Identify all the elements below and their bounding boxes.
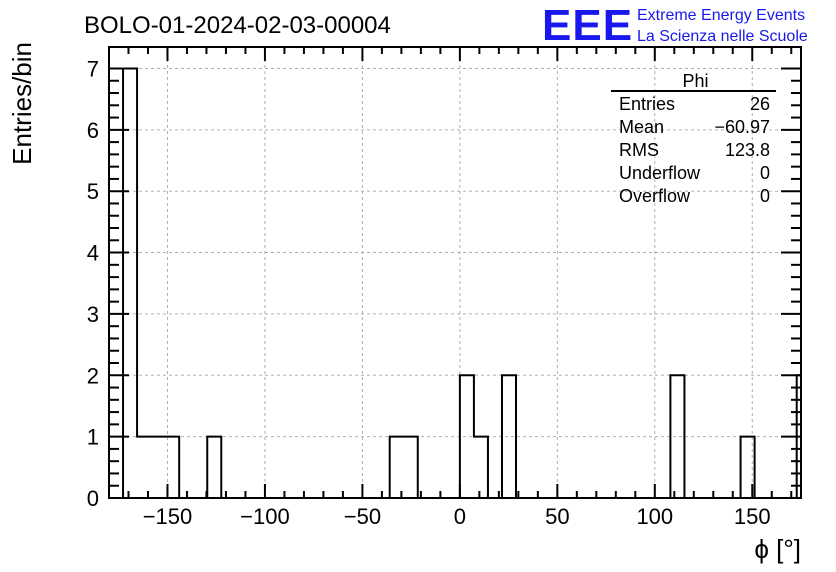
y-tick-label: 4 [87,241,99,266]
x-tick-label: 150 [734,504,771,529]
stats-value: 26 [750,94,770,114]
stats-label: Underflow [619,163,701,183]
stats-box: Phi Entries 26 Mean −60.97 RMS 123.8 Underflow… [611,71,776,206]
histogram-bar [207,437,221,498]
y-tick-label: 1 [87,425,99,450]
histogram-bar [404,437,418,498]
eee-logo-line2: La Scienza nelle Scuole [637,28,808,45]
x-tick-label: 100 [636,504,673,529]
histogram-bar [123,68,137,498]
stats-label: RMS [619,140,659,160]
chart-title: BOLO-01-2024-02-03-00004 [84,12,391,39]
plot-frame [108,46,802,499]
histogram-bars [123,68,801,498]
histogram-bar [137,437,151,498]
x-tick-label: −50 [344,504,381,529]
y-tick-label: 6 [87,118,99,143]
x-axis-title: ϕ [°] [754,534,801,564]
eee-logo-mark: EEE [542,1,633,50]
stats-value: 0 [760,163,770,183]
eee-logo-line1: Extreme Energy Events [637,7,805,24]
x-tick-labels: −150 −100 −50 0 50 100 150 [143,504,771,529]
grid [109,47,801,498]
x-tick-label: −100 [240,504,290,529]
stats-histogram-name: Phi [682,71,708,91]
stats-value: 0 [760,186,770,206]
x-tick-label: 0 [454,504,466,529]
histogram-bar [151,437,165,498]
y-tick-labels: 0 1 2 3 4 5 6 7 [87,56,99,511]
y-tick-label: 3 [87,302,99,327]
histogram-bar [670,375,684,498]
stats-rows: Entries 26 Mean −60.97 RMS 123.8 Underflow 0 Ove… [619,94,770,206]
histogram-bar [474,437,488,498]
y-axis-title: Entries/bin [7,42,37,165]
stats-label: Overflow [619,186,691,206]
histogram-outline [109,67,802,499]
y-tick-label: 5 [87,179,99,204]
axis-ticks [109,47,801,499]
y-tick-label: 7 [87,56,99,81]
stats-value: 123.8 [725,140,770,160]
y-tick-label: 0 [87,486,99,511]
x-tick-label: 50 [545,504,569,529]
stats-label: Entries [619,94,675,114]
y-tick-label: 2 [87,363,99,388]
x-tick-label: −150 [143,504,193,529]
histogram-bar [390,437,404,498]
stats-value: −60.97 [714,117,770,137]
eee-logo: EEE Extreme Energy Events La Scienza nel… [542,1,808,50]
stats-label: Mean [619,117,664,137]
